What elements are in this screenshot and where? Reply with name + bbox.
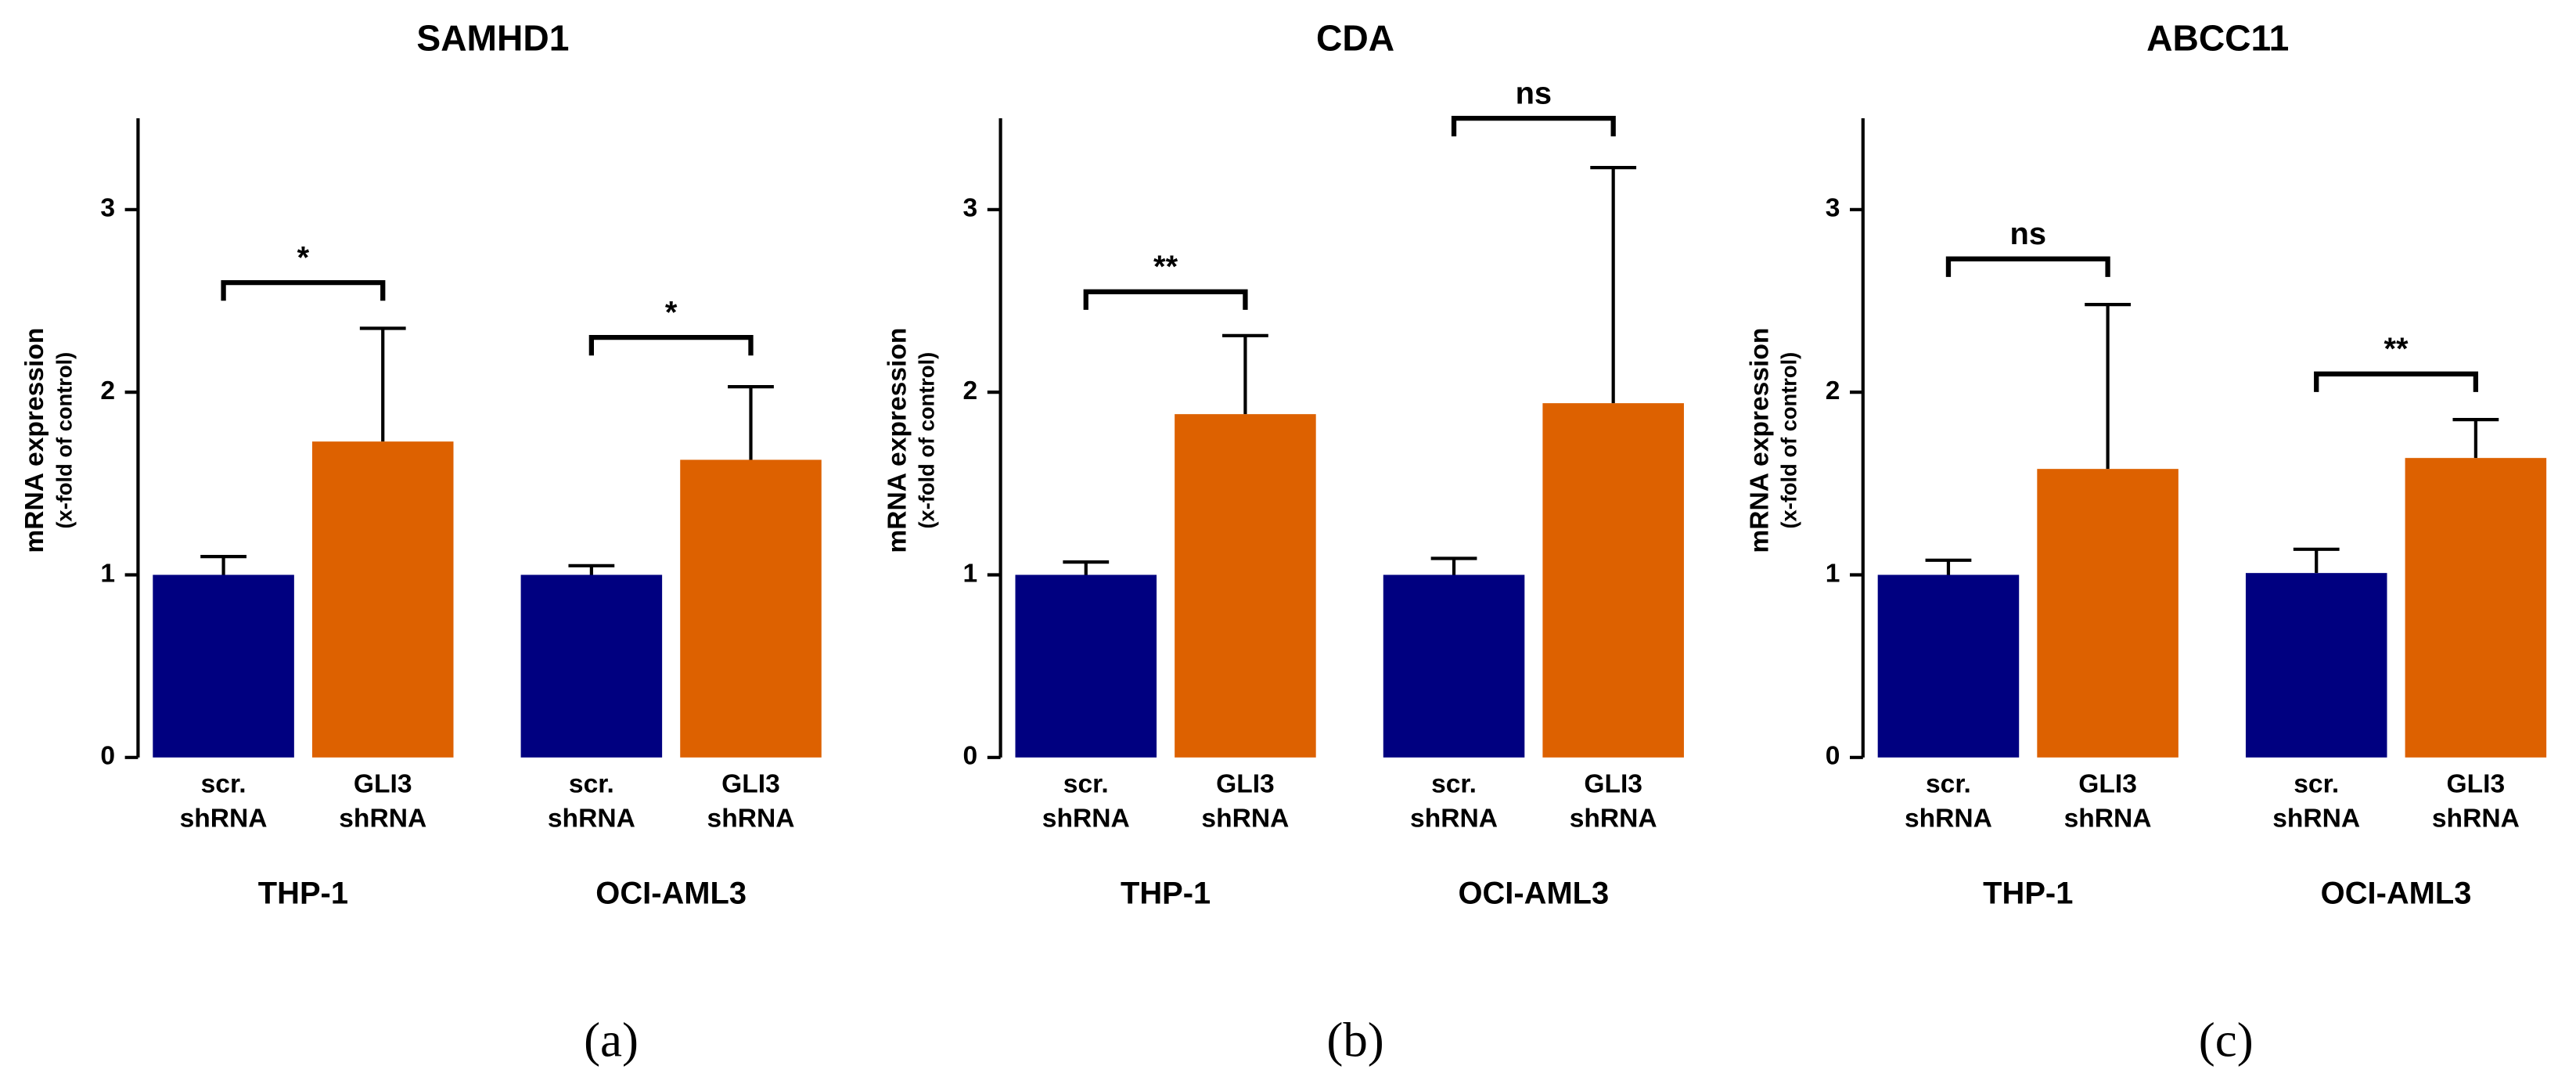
group-label: OCI-AML3	[595, 877, 747, 911]
y-axis-label: (x-fold of control)	[52, 352, 76, 529]
x-tick-label: GLI3	[1584, 769, 1642, 798]
y-tick-label: 0	[100, 742, 115, 771]
x-tick-label: scr.	[2294, 769, 2339, 798]
bar	[2405, 458, 2547, 758]
y-tick-label: 3	[100, 194, 115, 223]
x-tick-label: shRNA	[548, 804, 635, 833]
panel-label: (b)	[1326, 1013, 1383, 1068]
y-tick-label: 0	[1826, 742, 1840, 771]
bar	[1877, 574, 2020, 758]
significance-label: *	[297, 240, 310, 275]
group-label: THP-1	[258, 877, 348, 911]
error-bar	[2452, 418, 2499, 459]
x-tick-label: scr.	[1926, 769, 1971, 798]
error-bar	[1925, 558, 1972, 575]
x-tick-label: shRNA	[339, 804, 426, 833]
group-label: OCI-AML3	[2321, 877, 2472, 911]
group-label: THP-1	[1121, 877, 1211, 911]
y-axis-label: (x-fold of control)	[1777, 352, 1801, 529]
x-tick-label: scr.	[1063, 769, 1109, 798]
group-label: OCI-AML3	[1459, 877, 1610, 911]
y-axis-label: (x-fold of control)	[914, 352, 938, 529]
significance-bracket	[1451, 116, 1616, 137]
chart-title: SAMHD1	[416, 18, 569, 59]
x-tick-label: shRNA	[2272, 804, 2360, 833]
significance-label: *	[665, 295, 678, 329]
error-bar	[1430, 556, 1477, 575]
bar	[2037, 469, 2178, 758]
y-tick-label: 1	[100, 559, 115, 588]
y-tick-label: 0	[963, 742, 978, 771]
bar	[1175, 414, 1316, 758]
x-tick-label: shRNA	[1201, 804, 1289, 833]
y-tick-label: 1	[1826, 559, 1840, 588]
y-tick-label: 1	[963, 559, 978, 588]
significance-bracket	[221, 280, 386, 301]
significance-label: **	[2384, 332, 2409, 366]
y-axis-label: mRNA expression	[1746, 328, 1775, 553]
significance-bracket	[588, 335, 754, 356]
y-tick-label: 2	[100, 376, 115, 405]
x-tick-label: GLI3	[2447, 769, 2506, 798]
bar	[1542, 403, 1684, 758]
y-axis-label: mRNA expression	[20, 328, 49, 553]
bar	[153, 574, 294, 758]
y-tick-label: 2	[1826, 376, 1840, 405]
error-bar	[568, 564, 615, 575]
x-tick-label: GLI3	[1216, 769, 1275, 798]
x-tick-label: shRNA	[2064, 804, 2152, 833]
significance-label: **	[1153, 250, 1178, 284]
y-tick-label: 3	[963, 194, 978, 223]
x-tick-label: shRNA	[707, 804, 795, 833]
error-bar	[1222, 333, 1268, 415]
x-tick-label: scr.	[201, 769, 246, 798]
y-tick-label: 2	[963, 376, 978, 405]
significance-bracket	[1945, 256, 2110, 277]
x-tick-label: GLI3	[721, 769, 780, 798]
x-tick-label: scr.	[569, 769, 614, 798]
x-tick-label: shRNA	[180, 804, 268, 833]
significance-bracket	[2314, 371, 2479, 392]
bar	[2245, 573, 2387, 758]
x-tick-label: GLI3	[354, 769, 412, 798]
error-bar	[359, 326, 406, 442]
bar	[1383, 574, 1525, 758]
y-tick-label: 3	[1826, 194, 1840, 223]
significance-label: ns	[1516, 76, 1552, 110]
panel: SAMHD1 mRNA expression (x-fold of control)…	[20, 18, 822, 1068]
panel-label: (c)	[2199, 1013, 2254, 1068]
significance-bracket	[1083, 289, 1248, 310]
group-label: THP-1	[1983, 877, 2073, 911]
panel: ABCC11 mRNA expression (x-fold of control)…	[1746, 18, 2547, 1068]
error-bar	[728, 385, 774, 460]
significance-label: ns	[2010, 217, 2047, 251]
y-axis-label: mRNA expression	[883, 328, 912, 553]
x-tick-label: shRNA	[1042, 804, 1130, 833]
x-tick-label: GLI3	[2078, 769, 2137, 798]
x-tick-label: shRNA	[1570, 804, 1657, 833]
error-bar	[200, 555, 246, 575]
bar	[680, 459, 822, 758]
error-bar	[1063, 560, 1110, 575]
x-tick-label: shRNA	[1410, 804, 1498, 833]
x-tick-label: scr.	[1431, 769, 1477, 798]
bar	[1015, 574, 1157, 758]
error-bar	[2293, 547, 2340, 574]
panel-label: (a)	[584, 1013, 639, 1068]
bar	[311, 441, 454, 758]
x-tick-label: shRNA	[2432, 804, 2520, 833]
error-bar	[1590, 166, 1637, 404]
chart-title: ABCC11	[2146, 18, 2289, 59]
panel: CDA mRNA expression (x-fold of control) 0 1 2…	[883, 18, 1684, 1068]
error-bar	[2085, 303, 2131, 470]
bar	[520, 574, 663, 758]
chart-title: CDA	[1316, 18, 1394, 59]
x-tick-label: shRNA	[1905, 804, 1992, 833]
